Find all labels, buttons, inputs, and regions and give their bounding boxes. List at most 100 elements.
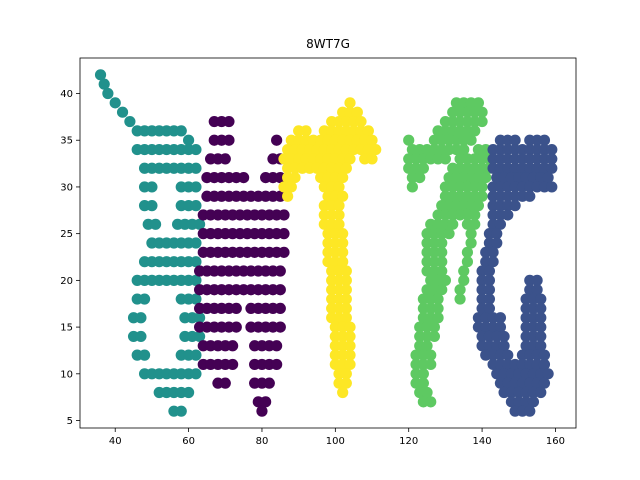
data-point [483,293,496,305]
data-point [102,87,114,100]
data-point [535,302,547,314]
data-point [476,190,488,202]
data-point [278,228,290,240]
data-point [355,115,367,128]
data-point [535,330,547,343]
data-point [344,321,356,333]
data-point [135,312,147,324]
data-point [465,134,477,146]
data-point [340,293,352,305]
series-5 [472,134,558,417]
data-point [190,237,202,249]
data-point [278,209,290,221]
data-point [146,200,158,212]
data-point [509,134,521,146]
data-point [421,386,433,399]
x-tick-label: 140 [473,436,492,447]
y-tick-label: 5 [67,416,73,427]
data-point [524,405,536,417]
data-point [227,340,239,352]
data-point [271,340,283,352]
data-point [340,312,352,324]
data-point [333,181,345,193]
data-point [351,106,363,118]
data-point [538,358,551,371]
data-point [546,162,558,174]
y-tick-label: 25 [60,229,73,240]
data-point [498,330,510,343]
data-point [487,256,499,268]
data-point [491,237,503,249]
data-point [436,246,448,258]
data-point [190,143,202,156]
data-point [491,228,503,240]
data-point [340,377,352,389]
data-point [546,143,558,156]
y-tick-label: 30 [60,182,73,193]
data-point [417,368,429,380]
data-point [527,396,540,408]
y-tick-label: 15 [60,323,73,334]
data-point [436,265,448,277]
data-point [274,265,286,277]
data-point [458,143,470,156]
data-point [535,293,547,305]
data-point [344,330,356,343]
data-point [465,228,477,240]
data-point [458,265,470,277]
data-point [340,265,352,277]
data-point [406,181,418,193]
data-point [535,386,547,399]
data-point [443,228,455,240]
data-point [337,386,349,399]
data-point [436,256,448,268]
data-point [483,274,496,286]
data-point [190,162,202,174]
data-point [285,181,297,193]
data-point [337,190,349,202]
data-point [227,358,239,371]
data-point [487,246,499,258]
data-point [135,330,147,343]
data-point [483,302,496,314]
data-point [502,209,514,221]
data-point [476,181,488,193]
data-point [461,246,474,258]
data-point [436,284,448,296]
points-layer [94,69,558,417]
data-point [436,237,448,249]
data-point [417,162,429,174]
data-point [344,358,356,371]
data-point [190,368,202,380]
data-point [116,106,129,118]
data-point [439,153,451,165]
data-point [333,218,345,230]
y-tick-label: 35 [60,136,73,147]
data-point [502,349,514,361]
data-point [469,125,481,137]
data-point [480,172,492,184]
plot-frame [79,57,577,429]
data-point [260,396,272,408]
data-point [190,200,202,212]
data-point [476,106,488,118]
data-point [340,302,352,314]
x-tick-label: 160 [546,436,565,447]
data-point [538,349,551,361]
data-point [333,209,345,221]
data-point [362,125,374,137]
data-point [439,274,451,286]
data-point [546,153,558,165]
data-point [238,172,250,184]
data-point [282,190,294,202]
data-point [428,321,440,333]
data-point [271,358,283,371]
data-point [219,377,231,389]
data-point [509,200,521,212]
data-point [337,256,349,268]
data-point [447,218,459,230]
data-point [344,349,356,361]
data-point [190,181,202,193]
data-point [432,293,444,305]
data-point [344,340,356,352]
